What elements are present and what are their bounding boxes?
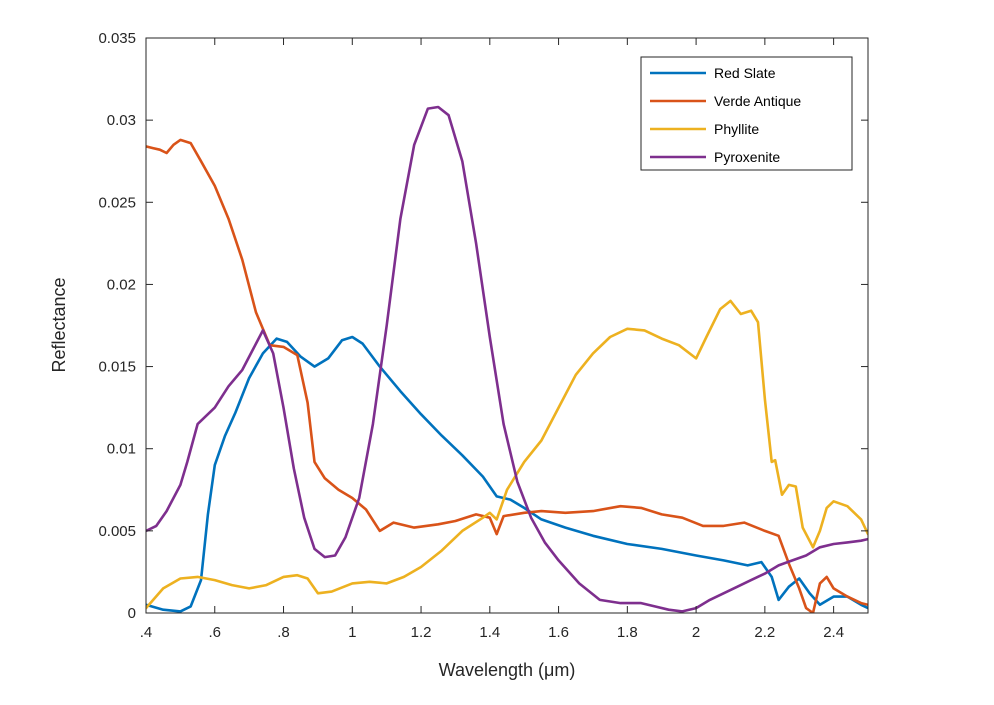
series-line-verde-antique [146,138,868,613]
series-line-phyllite [146,299,868,610]
x-tick-label: 1.2 [411,624,432,641]
x-tick-label: 1 [348,624,356,641]
x-axis-label: Wavelength (μm) [439,660,576,680]
x-axis: .4 .6 .8 1 1.2 1.4 1.6 1.8 2 2.2 2.4 [140,38,844,641]
legend-label: Pyroxenite [714,149,780,165]
x-tick-label: 1.4 [479,624,500,641]
x-tick-label: .4 [140,624,153,641]
x-tick-label: 1.6 [548,624,569,641]
y-tick-label: 0.035 [98,30,136,47]
x-tick-label: .6 [209,624,222,641]
series-line-red-slate [146,335,868,613]
legend-label: Red Slate [714,65,776,81]
y-tick-label: 0.02 [107,276,136,293]
y-tick-label: 0.005 [98,523,136,540]
series-line-pyroxenite [146,105,868,613]
y-tick-label: 0.025 [98,194,136,211]
legend-label: Verde Antique [714,93,801,109]
x-tick-label: 2 [692,624,700,641]
x-tick-label: 1.8 [617,624,638,641]
x-tick-label: 2.4 [823,624,844,641]
y-axis: 0 0.005 0.01 0.015 0.02 0.025 0.03 0.035 [98,30,868,622]
x-tick-label: .8 [277,624,290,641]
series-layer [146,105,868,613]
y-tick-label: 0.01 [107,441,136,458]
legend-label: Phyllite [714,121,759,137]
x-tick-label: 2.2 [754,624,775,641]
legend: Red Slate Verde Antique Phyllite Pyroxenite [640,56,853,171]
y-tick-label: 0.015 [98,359,136,376]
y-tick-label: 0.03 [107,112,136,129]
y-axis-label: Reflectance [49,277,69,372]
legend-box [640,56,853,171]
y-tick-label: 0 [128,605,136,622]
plot-frame [145,37,869,614]
